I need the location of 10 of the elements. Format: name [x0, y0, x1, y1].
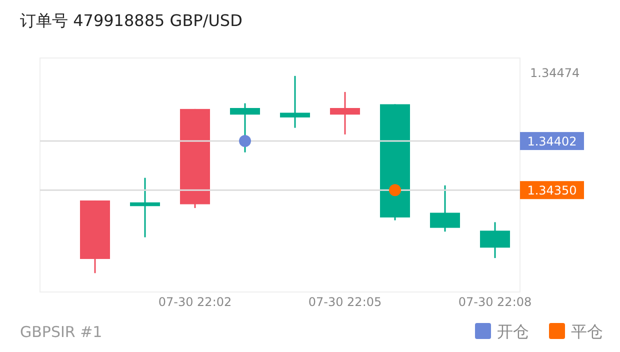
- text: GBPSIR #1: [20, 323, 102, 341]
- x-tick-label: 07-30 22:08: [458, 295, 532, 309]
- y-tick-label: 1.34474: [530, 66, 580, 80]
- x-tick-label: 07-30 22:02: [158, 295, 232, 309]
- chart-title: 订单号 479918885 GBP/USD: [20, 11, 242, 30]
- y-tick-label: 1.34350: [527, 184, 577, 198]
- y-tick-label: 1.34402: [527, 134, 577, 149]
- x-tick-label: 07-30 22:05: [308, 295, 382, 309]
- legend-label: 开仓: [497, 322, 529, 341]
- legend-label: 平仓: [571, 322, 603, 341]
